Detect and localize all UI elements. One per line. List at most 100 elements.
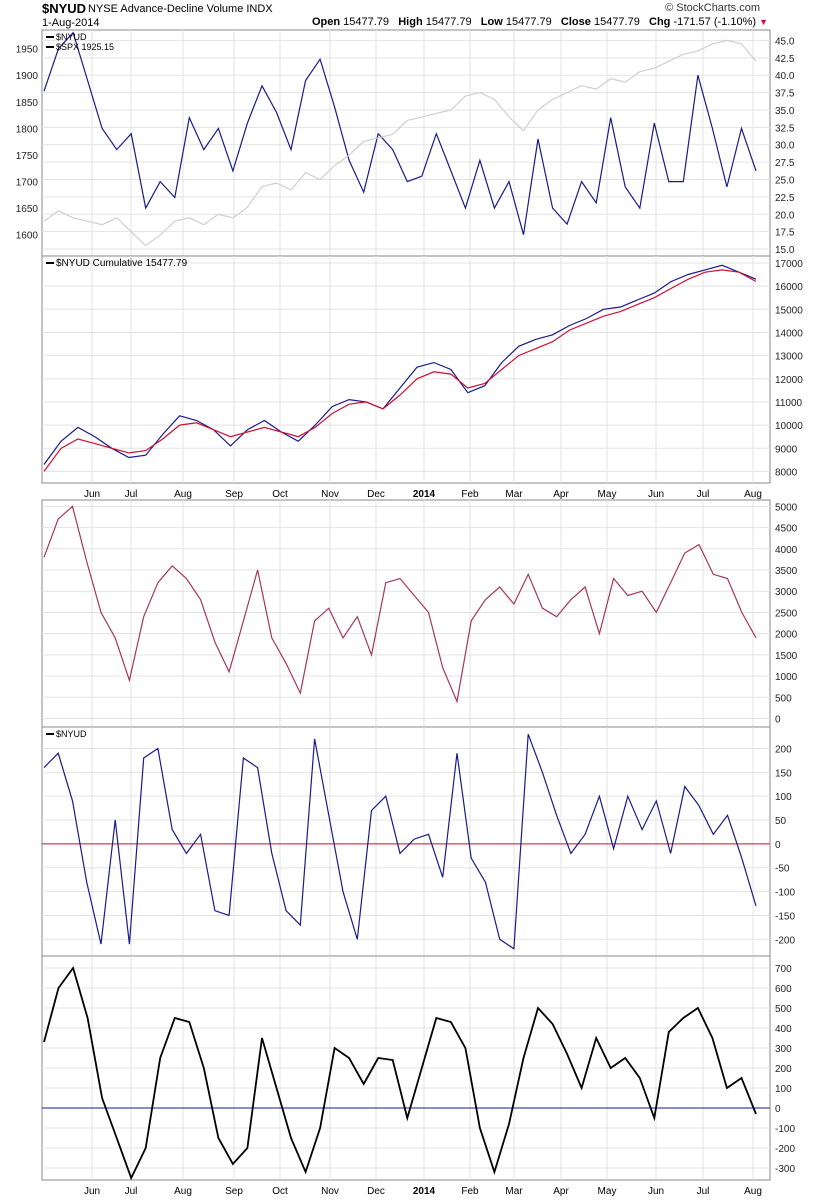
right-tick-label: 25.0 bbox=[775, 176, 795, 187]
x-tick-label: Dec bbox=[367, 489, 385, 500]
panel-frame bbox=[41, 726, 771, 957]
panel-frame bbox=[41, 29, 771, 257]
left-tick-label: 1650 bbox=[16, 204, 39, 215]
right-tick-label: 30.0 bbox=[775, 141, 795, 152]
x-tick-label: Apr bbox=[553, 489, 569, 500]
panel-2: 8000 9000 10000 11000 12000 13000 14000 15000 16… bbox=[41, 255, 803, 500]
ohlc-readout: Open 15477.79 High 15477.79 Low 15477.79… bbox=[312, 16, 768, 28]
right-tick-label: 9000 bbox=[775, 444, 798, 455]
right-tick-label: -200 bbox=[775, 935, 795, 946]
right-tick-label: 8000 bbox=[775, 467, 798, 478]
series-line-nyud bbox=[43, 965, 757, 1181]
brand-label: © StockCharts.com bbox=[665, 2, 760, 14]
x-tick-label: Apr bbox=[553, 1186, 569, 1197]
right-tick-label: 200 bbox=[775, 1064, 792, 1075]
x-tick-label: May bbox=[598, 489, 617, 500]
dropdown-arrow-icon[interactable]: ▼ bbox=[759, 17, 768, 27]
x-tick-label: Mar bbox=[505, 1186, 523, 1197]
x-tick-label: Aug bbox=[744, 1186, 762, 1197]
right-tick-label: 500 bbox=[775, 1004, 792, 1015]
high-value: 15477.79 bbox=[425, 16, 472, 28]
legend-entry: $SPX 1925.15 bbox=[56, 42, 114, 52]
high-label: High bbox=[398, 16, 423, 28]
x-tick-label: Feb bbox=[461, 489, 479, 500]
close-label: Close bbox=[560, 16, 591, 28]
right-tick-label: 22.5 bbox=[775, 193, 795, 204]
open-value: 15477.79 bbox=[343, 16, 390, 28]
left-tick-label: 1950 bbox=[16, 45, 39, 56]
panel-5: -300 -200 -100 0 100 200 300 400 500 600 700 Jun Jul… bbox=[41, 955, 795, 1197]
right-tick-label: 4500 bbox=[775, 524, 798, 535]
right-tick-label: 20.0 bbox=[775, 210, 795, 221]
x-tick-label: 2014 bbox=[413, 1186, 436, 1197]
series-line-moving-average bbox=[43, 269, 757, 472]
right-tick-label: 100 bbox=[775, 792, 792, 803]
x-tick-label: Dec bbox=[367, 1186, 385, 1197]
legend-entry: $NYUD Cumulative 15477.79 bbox=[56, 258, 188, 269]
x-tick-label: Oct bbox=[272, 1186, 288, 1197]
right-tick-label: 4000 bbox=[775, 545, 798, 556]
right-tick-label: 600 bbox=[775, 984, 792, 995]
right-tick-label: 1000 bbox=[775, 672, 798, 683]
date-label: 1-Aug-2014 bbox=[42, 17, 100, 29]
x-tick-label: Jul bbox=[697, 1186, 710, 1197]
x-tick-label: Feb bbox=[461, 1186, 479, 1197]
right-tick-label: 700 bbox=[775, 964, 792, 975]
left-tick-label: 1900 bbox=[16, 71, 39, 82]
right-tick-label: -100 bbox=[775, 1124, 795, 1135]
left-tick-label: 1750 bbox=[16, 151, 39, 162]
right-tick-label: 14000 bbox=[775, 328, 803, 339]
x-tick-label: Jul bbox=[125, 489, 138, 500]
right-tick-label: 35.0 bbox=[775, 106, 795, 117]
right-tick-label: 300 bbox=[775, 1044, 792, 1055]
right-tick-label: 150 bbox=[775, 768, 792, 779]
right-tick-label: 0 bbox=[775, 715, 781, 726]
close-value: 15477.79 bbox=[593, 16, 640, 28]
x-tick-label: Jun bbox=[84, 489, 100, 500]
left-tick-label: 1700 bbox=[16, 178, 39, 189]
x-tick-label: Jun bbox=[84, 1186, 100, 1197]
x-tick-label: Aug bbox=[174, 489, 192, 500]
x-tick-label: Sep bbox=[225, 1186, 243, 1197]
x-tick-label: Sep bbox=[225, 489, 243, 500]
right-tick-label: 12000 bbox=[775, 375, 803, 386]
right-tick-label: 1500 bbox=[775, 651, 798, 662]
right-tick-label: 15000 bbox=[775, 305, 803, 316]
x-tick-label: Jun bbox=[648, 489, 664, 500]
series-line-spx bbox=[43, 39, 757, 247]
right-tick-label: 13000 bbox=[775, 352, 803, 363]
chg-label: Chg bbox=[649, 16, 671, 28]
right-tick-label: 17000 bbox=[775, 259, 803, 270]
right-tick-label: 5000 bbox=[775, 502, 798, 513]
series-line-nyud bbox=[43, 264, 757, 465]
series-line-nyud bbox=[43, 31, 757, 235]
legend-entry: $NYUD bbox=[56, 32, 87, 42]
panel-frame bbox=[41, 255, 771, 484]
x-tick-label: Aug bbox=[174, 1186, 192, 1197]
open-label: Open bbox=[311, 16, 341, 28]
series-line-nyud bbox=[43, 505, 757, 704]
panel-3: 0 500 1000 1500 2000 2500 3000 3500 4000 4500 5000 bbox=[41, 499, 798, 728]
right-tick-label: 400 bbox=[775, 1024, 792, 1035]
right-tick-label: 16000 bbox=[775, 282, 803, 293]
right-tick-label: 17.5 bbox=[775, 228, 795, 239]
right-tick-label: -50 bbox=[775, 864, 790, 875]
right-tick-label: 50 bbox=[775, 816, 787, 827]
right-tick-label: 27.5 bbox=[775, 158, 795, 169]
right-tick-label: 0 bbox=[775, 840, 781, 851]
x-tick-label: Jun bbox=[648, 1186, 664, 1197]
right-tick-label: 2000 bbox=[775, 630, 798, 641]
right-tick-label: 500 bbox=[775, 693, 792, 704]
x-tick-label: Jul bbox=[697, 489, 710, 500]
panel-frame bbox=[41, 499, 771, 728]
left-tick-label: 1600 bbox=[16, 231, 39, 242]
right-tick-label: 40.0 bbox=[775, 71, 795, 82]
right-tick-label: 10000 bbox=[775, 421, 803, 432]
panel-1: 15.0 17.5 20.0 22.5 25.0 27.5 30.0 32.5 35.0 37.5… bbox=[16, 29, 795, 257]
right-tick-label: 3500 bbox=[775, 566, 798, 577]
right-tick-label: 200 bbox=[775, 744, 792, 755]
right-tick-label: 11000 bbox=[775, 398, 803, 409]
right-tick-label: -200 bbox=[775, 1144, 795, 1155]
